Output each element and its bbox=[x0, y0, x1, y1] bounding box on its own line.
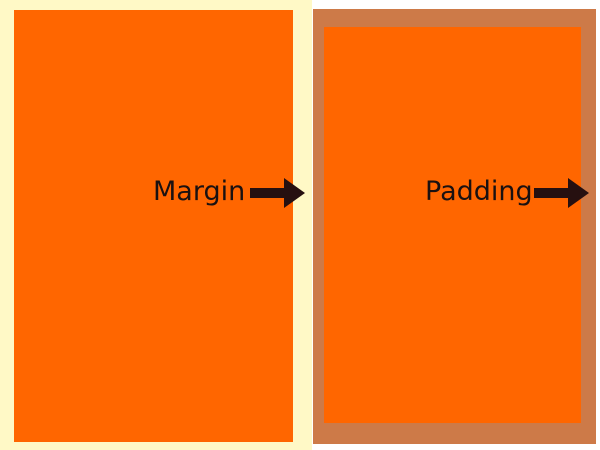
right-arrow-icon bbox=[534, 178, 589, 208]
padding-content-box bbox=[324, 27, 581, 423]
margin-label: Margin bbox=[153, 176, 246, 207]
padding-label: Padding bbox=[425, 176, 533, 207]
margin-content-box bbox=[14, 10, 293, 442]
padding-panel bbox=[313, 9, 596, 444]
right-arrow-icon bbox=[250, 178, 305, 208]
margin-panel bbox=[0, 0, 312, 450]
